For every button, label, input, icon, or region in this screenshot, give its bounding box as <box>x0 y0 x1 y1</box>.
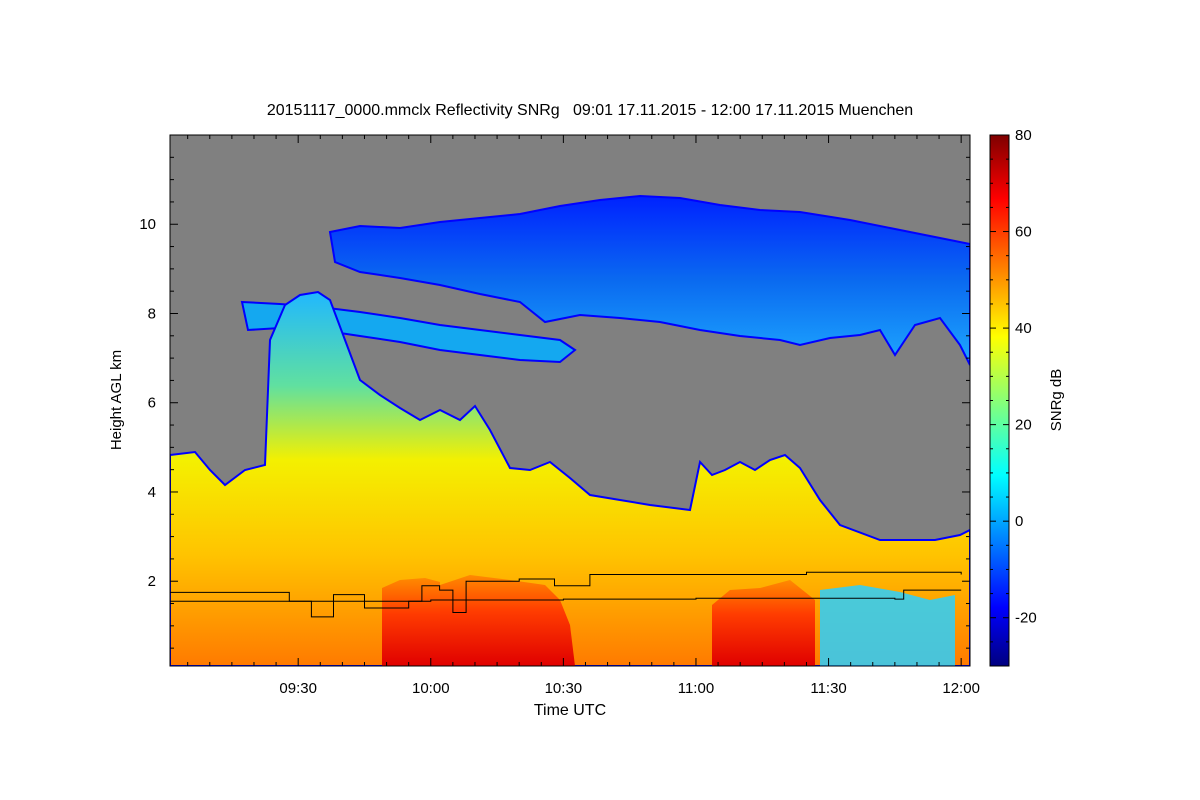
x-tick-label: 10:30 <box>545 680 583 697</box>
echo-region-core-main <box>440 575 575 666</box>
y-axis-label: Height AGL km <box>108 350 125 450</box>
x-tick-label: 11:30 <box>810 680 846 697</box>
x-tick-label: 12:00 <box>942 680 980 697</box>
colorbar-tick-label: 0 <box>1015 513 1023 530</box>
colorbar-ticks: -20 0 20 40 60 80 <box>990 127 1037 667</box>
plot-frame <box>169 134 971 667</box>
y-tick-label: 6 <box>148 395 156 412</box>
x-tick-label: 10:00 <box>412 680 450 697</box>
colorbar: -20 0 20 40 60 80 SNRg dB <box>989 127 1065 667</box>
y-tick-label: 2 <box>148 573 156 590</box>
colorbar-label: SNRg dB <box>1048 369 1065 432</box>
y-tick-label: 8 <box>148 305 156 322</box>
y-tick-label: 4 <box>148 484 156 501</box>
colorbar-tick-label: 80 <box>1015 127 1032 144</box>
chart-title: 20151117_0000.mmclx Reflectivity SNRg 09… <box>267 102 913 119</box>
echo-layer <box>170 194 970 666</box>
plot-area: 09:30 10:00 10:30 11:00 11:30 12:00 2 4 6 8 10 <box>139 134 980 697</box>
echo-region-precipitation <box>170 290 970 666</box>
colorbar-tick-label: 20 <box>1015 417 1032 434</box>
y-tick-label: 10 <box>139 216 156 233</box>
x-tick-label: 11:00 <box>678 680 714 697</box>
x-axis-label: Time UTC <box>534 702 606 719</box>
boundary-line <box>170 571 962 618</box>
x-axis-ticks: 09:30 10:00 10:30 11:00 11:30 12:00 <box>187 135 980 697</box>
echo-region-core-right <box>712 580 815 666</box>
echo-region-low-cyan <box>820 585 955 666</box>
colorbar-tick-label: 40 <box>1015 320 1032 337</box>
echo-region-core-left <box>382 578 440 666</box>
boundary-lines <box>170 571 962 618</box>
y-axis-ticks: 2 4 6 8 10 <box>139 134 970 649</box>
x-tick-label: 09:30 <box>279 680 317 697</box>
colorbar-tick-label: -20 <box>1015 610 1037 627</box>
boundary-line <box>170 589 962 602</box>
colorbar-tick-label: 60 <box>1015 224 1032 241</box>
echo-region-cirrus <box>328 194 970 366</box>
